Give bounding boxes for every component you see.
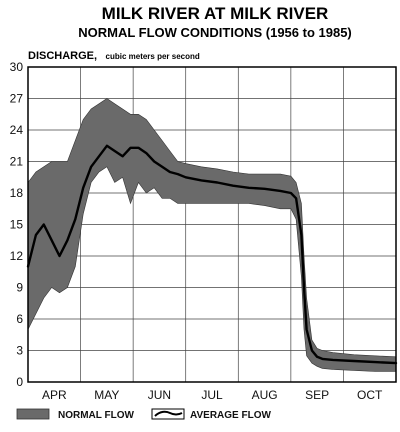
y-tick-label: 18 xyxy=(10,186,24,200)
y-tick-label: 6 xyxy=(16,312,23,326)
y-axis-label-main: DISCHARGE, xyxy=(28,50,97,62)
chart-subtitle: NORMAL FLOW CONDITIONS (1956 to 1985) xyxy=(78,25,352,40)
y-axis-label: DISCHARGE, cubic meters per second xyxy=(28,46,200,63)
x-tick-label: JUN xyxy=(148,388,171,402)
normal-flow-band-layer xyxy=(27,98,397,372)
plot-frame xyxy=(27,66,397,383)
legend-label-average-flow: AVERAGE FLOW xyxy=(190,410,271,421)
y-tick-label: 27 xyxy=(10,92,24,106)
x-tick-label: AUG xyxy=(252,388,278,402)
legend-swatch-normal-flow xyxy=(16,408,50,420)
y-tick-label: 9 xyxy=(16,281,23,295)
legend-swatch-average-flow xyxy=(154,410,183,417)
x-tick-label: OCT xyxy=(357,388,383,402)
legend-swatch-average-flow-box xyxy=(151,408,185,420)
y-tick-label: 15 xyxy=(10,218,24,232)
x-tick-labels: APR MAY JUN JUL AUG SEP OCT xyxy=(42,388,383,402)
y-axis-label-units: cubic meters per second xyxy=(106,52,200,61)
y-tick-label: 24 xyxy=(10,123,24,137)
chart-title: MILK RIVER AT MILK RIVER xyxy=(102,4,329,23)
average-flow-line-layer xyxy=(26,144,398,365)
x-tick-label: JUL xyxy=(201,388,223,402)
normal-flow-band xyxy=(27,98,397,372)
average-flow-line xyxy=(26,144,398,365)
x-tick-label: SEP xyxy=(305,388,329,402)
x-tick-label: APR xyxy=(42,388,67,402)
x-tick-label: MAY xyxy=(94,388,119,402)
legend: NORMAL FLOW AVERAGE FLOW xyxy=(16,408,271,421)
y-tick-label: 30 xyxy=(10,60,24,74)
grid xyxy=(28,67,396,382)
y-tick-labels: 0 3 6 9 12 15 18 21 24 27 30 xyxy=(10,60,24,389)
y-tick-label: 12 xyxy=(10,249,24,263)
y-tick-label: 21 xyxy=(10,155,24,169)
y-tick-label: 3 xyxy=(16,344,23,358)
legend-label-normal-flow: NORMAL FLOW xyxy=(58,410,134,421)
y-tick-label: 0 xyxy=(16,375,23,389)
